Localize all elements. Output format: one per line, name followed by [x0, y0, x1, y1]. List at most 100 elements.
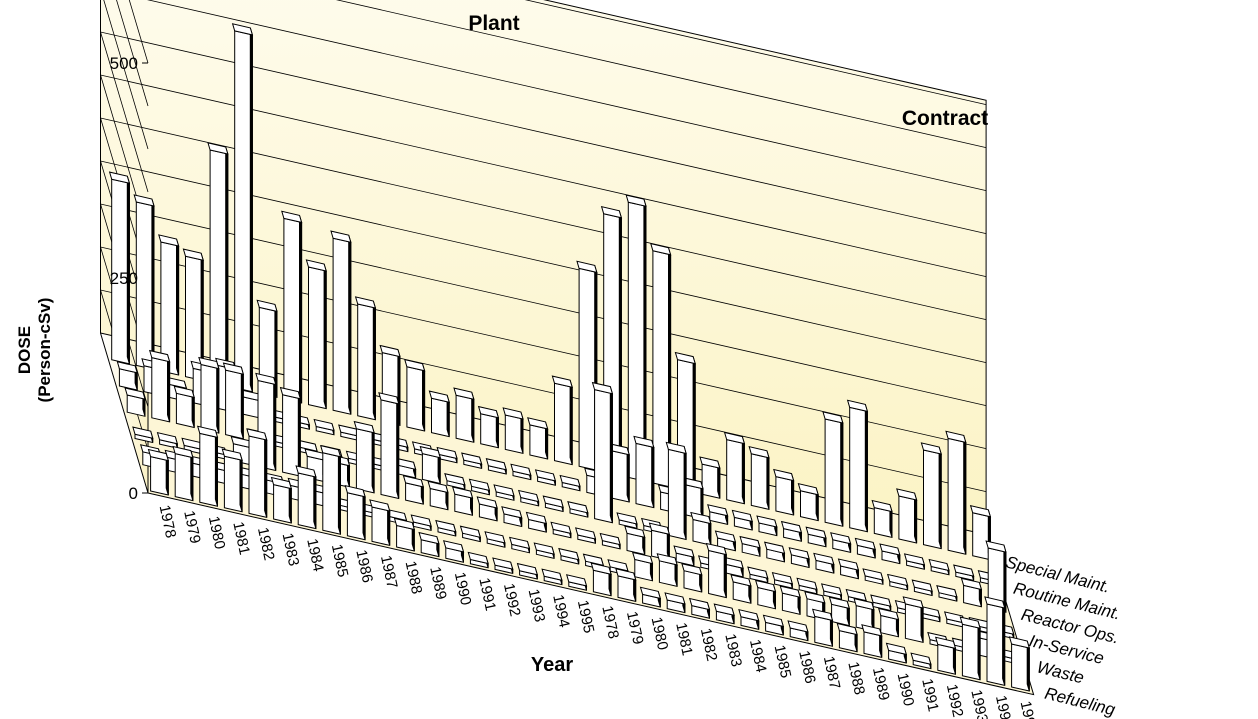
gridline: [103, 0, 987, 191]
bar-top: [731, 509, 753, 523]
bar-plant-refueling-1989: [418, 531, 440, 558]
bar-side: [840, 415, 844, 527]
bar-front: [151, 356, 171, 423]
bar-top: [796, 577, 818, 591]
bar-front: [371, 506, 391, 547]
bar-top: [158, 234, 180, 247]
bar-contract-special-maint--1992: [896, 488, 918, 544]
bar-front: [947, 437, 967, 555]
bar-top: [788, 547, 810, 560]
bar-top: [476, 496, 498, 509]
bar-top: [714, 530, 737, 543]
bar-top: [846, 399, 869, 413]
bar-top: [196, 425, 219, 439]
bar-front: [135, 201, 155, 371]
bar-plant-routine-maint--1992: [461, 452, 483, 470]
bar-top: [738, 609, 760, 622]
bar-contract-waste-1990: [877, 607, 900, 638]
bar-top: [911, 579, 933, 592]
bar-top: [502, 407, 524, 420]
bar-contract-special-maint--1982: [650, 243, 672, 488]
bar-plant-refueling-1980: [196, 425, 219, 507]
bar-top: [436, 446, 458, 460]
bar-contract-special-maint--1994: [945, 430, 967, 555]
bar-front: [380, 399, 400, 500]
bar-contract-routine-maint--1990: [854, 537, 876, 559]
bar-top: [1008, 636, 1031, 649]
bar-front: [174, 452, 194, 502]
bar-plant-refueling-1992: [492, 557, 514, 575]
bar-front: [150, 455, 169, 496]
bar-top: [451, 486, 474, 499]
bar-front: [346, 492, 366, 541]
bar-side: [422, 363, 426, 432]
bar-plant-special-maint--1992: [453, 387, 475, 443]
bar-side: [372, 300, 376, 420]
bar-top: [747, 566, 769, 579]
bar-side: [151, 198, 155, 370]
year-tick-label: 1979: [623, 610, 647, 646]
bar-front: [248, 435, 268, 519]
bar-contract-refueling-1984: [738, 609, 760, 631]
bar-top: [281, 210, 303, 224]
bar-top: [427, 480, 449, 494]
bar-side: [297, 391, 301, 477]
bar-plant-refueling-1983: [270, 476, 293, 524]
year-tick-label: 1993: [525, 587, 549, 623]
gridline: [99, 74, 987, 277]
year-tick-label: 1982: [254, 526, 278, 562]
bar-contract-reactor-ops--1982: [665, 441, 687, 541]
bar-top: [779, 585, 801, 598]
bar-contract-waste-1985: [754, 579, 777, 610]
bar-contract-reactor-ops--1978: [567, 501, 589, 518]
bar-top: [485, 458, 507, 471]
bar-top: [690, 511, 712, 525]
bar-plant-refueling-1982: [246, 428, 268, 519]
bar-top: [822, 411, 844, 424]
bar-top: [379, 344, 401, 358]
bar-top: [656, 553, 678, 566]
bar-contract-special-maint--1995: [969, 505, 992, 561]
bar-top: [133, 194, 155, 207]
bar-top: [198, 356, 220, 370]
gridline: [128, 0, 987, 105]
bar-top: [804, 591, 826, 604]
bar-side: [651, 440, 655, 508]
bar-top: [492, 557, 514, 570]
bar-contract-routine-maint--1989: [830, 532, 852, 554]
bar-top: [559, 474, 581, 488]
bar-top: [461, 452, 483, 465]
bar-contract-reactor-ops--1988: [813, 552, 835, 574]
bar-contract-reactor-ops--1995: [985, 540, 1007, 613]
bar-top: [207, 142, 229, 155]
bar-top: [442, 540, 465, 553]
bar-contract-in-service-1981: [648, 522, 671, 561]
bar-top: [599, 532, 621, 546]
bar-plant-reactor-ops--1991: [444, 473, 466, 490]
bar-top: [762, 614, 785, 628]
bar-side: [766, 450, 770, 510]
bar-front: [431, 397, 450, 438]
bar-top: [631, 551, 654, 565]
bar-front: [667, 448, 687, 541]
bar-side: [337, 449, 341, 535]
bar-plant-refueling-1979: [172, 445, 194, 502]
bar-top: [828, 596, 851, 610]
bar-plant-reactor-ops--1993: [493, 484, 515, 501]
gridline: [116, 0, 987, 148]
bar-plant-in-service-1990: [427, 480, 449, 511]
bar-plant-waste-1994: [533, 542, 555, 560]
bar-front: [529, 424, 549, 460]
bar-contract-routine-maint--1992: [903, 553, 926, 570]
bar-contract-reactor-ops--1993: [936, 585, 958, 602]
bar-top: [707, 504, 729, 517]
bar-top: [771, 572, 794, 585]
bar-contract-special-maint--1978: [551, 375, 573, 466]
bar-top: [836, 622, 858, 636]
bar-plant-refueling-1991: [467, 551, 489, 569]
bar-top: [330, 230, 352, 243]
bar-side: [323, 263, 327, 409]
bar-contract-waste-1986: [779, 585, 801, 616]
bar-top: [730, 574, 752, 587]
bar-top: [674, 351, 696, 365]
